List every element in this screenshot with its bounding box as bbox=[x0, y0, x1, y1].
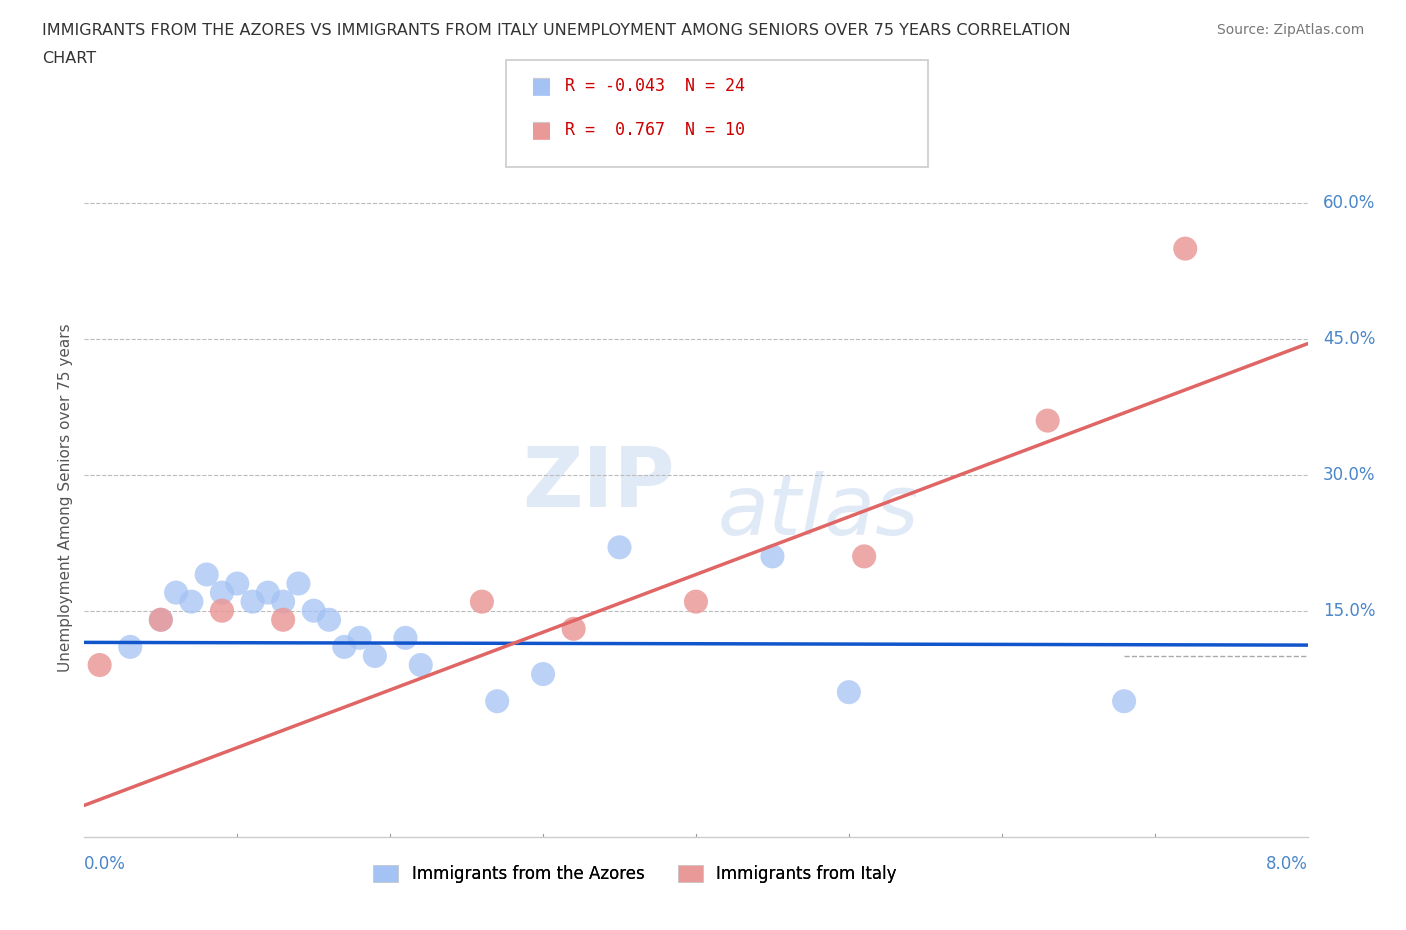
Point bbox=[364, 648, 387, 663]
Text: CHART: CHART bbox=[42, 51, 96, 66]
Point bbox=[120, 640, 142, 655]
Point bbox=[226, 576, 249, 591]
Point bbox=[211, 604, 233, 618]
Text: atlas: atlas bbox=[717, 471, 920, 551]
Text: R =  0.767  N = 10: R = 0.767 N = 10 bbox=[565, 121, 745, 140]
Point bbox=[531, 667, 554, 682]
Text: Source: ZipAtlas.com: Source: ZipAtlas.com bbox=[1216, 23, 1364, 37]
Text: ■: ■ bbox=[531, 120, 553, 140]
Text: 0.0%: 0.0% bbox=[84, 855, 127, 873]
Point bbox=[195, 567, 218, 582]
Text: □: □ bbox=[531, 120, 553, 140]
Text: □: □ bbox=[531, 76, 553, 97]
Text: 45.0%: 45.0% bbox=[1323, 330, 1375, 348]
Text: 8.0%: 8.0% bbox=[1265, 855, 1308, 873]
Point bbox=[609, 540, 631, 555]
Text: IMMIGRANTS FROM THE AZORES VS IMMIGRANTS FROM ITALY UNEMPLOYMENT AMONG SENIORS O: IMMIGRANTS FROM THE AZORES VS IMMIGRANTS… bbox=[42, 23, 1071, 38]
Point bbox=[165, 585, 187, 600]
Text: 60.0%: 60.0% bbox=[1323, 194, 1375, 212]
Point bbox=[89, 658, 111, 672]
Point bbox=[271, 612, 294, 627]
Point bbox=[394, 631, 416, 645]
Point bbox=[149, 612, 172, 627]
Point bbox=[1174, 241, 1197, 256]
Point bbox=[242, 594, 264, 609]
Text: R = -0.043  N = 24: R = -0.043 N = 24 bbox=[565, 77, 745, 96]
Text: ZIP: ZIP bbox=[522, 444, 675, 525]
Point bbox=[271, 594, 294, 609]
Point bbox=[149, 612, 172, 627]
Point bbox=[287, 576, 309, 591]
Point bbox=[486, 694, 509, 709]
Point bbox=[333, 640, 356, 655]
Legend: Immigrants from the Azores, Immigrants from Italy: Immigrants from the Azores, Immigrants f… bbox=[367, 858, 903, 890]
Text: 15.0%: 15.0% bbox=[1323, 602, 1375, 619]
Point bbox=[1114, 694, 1136, 709]
Y-axis label: Unemployment Among Seniors over 75 years: Unemployment Among Seniors over 75 years bbox=[58, 324, 73, 671]
Point bbox=[349, 631, 371, 645]
Point bbox=[409, 658, 432, 672]
Point bbox=[257, 585, 280, 600]
Point bbox=[685, 594, 707, 609]
Point bbox=[471, 594, 494, 609]
Point bbox=[211, 585, 233, 600]
Text: ■: ■ bbox=[531, 76, 553, 97]
Point bbox=[302, 604, 325, 618]
Point bbox=[180, 594, 202, 609]
Point bbox=[853, 549, 876, 564]
Point bbox=[562, 621, 585, 636]
Point bbox=[761, 549, 783, 564]
Point bbox=[318, 612, 340, 627]
Text: 30.0%: 30.0% bbox=[1323, 466, 1375, 484]
Point bbox=[838, 684, 860, 699]
Point bbox=[1036, 413, 1059, 428]
